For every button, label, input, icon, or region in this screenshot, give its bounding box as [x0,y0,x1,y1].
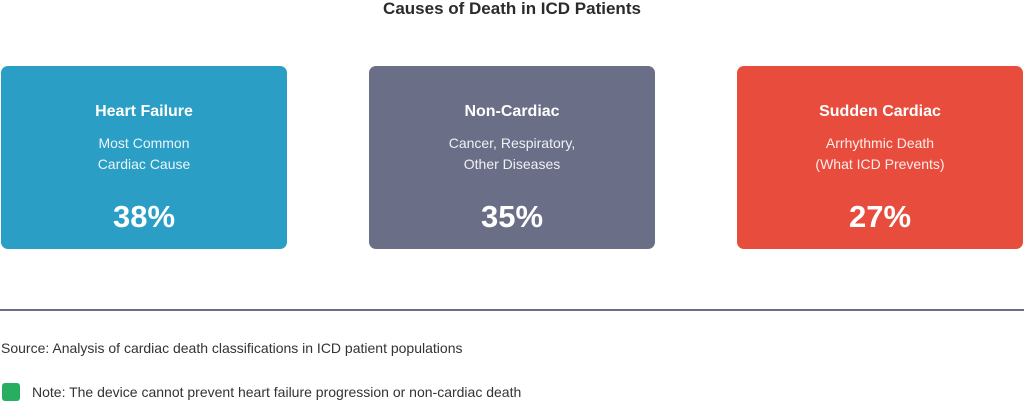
card-subtitle: Cancer, Respiratory, Other Diseases [369,133,655,175]
card-non-cardiac: Non-Cardiac Cancer, Respiratory, Other D… [369,66,655,249]
card-subtitle-line: Cancer, Respiratory, [448,135,576,151]
card-subtitle-line: (What ICD Prevents) [815,156,945,172]
card-heart-failure: Heart Failure Most Common Cardiac Cause … [1,66,287,249]
card-title: Sudden Cardiac [819,103,941,120]
card-subtitle-line: Cardiac Cause [97,156,191,172]
card-sudden-cardiac: Sudden Cardiac Arrhythmic Death (What IC… [737,66,1023,249]
note-text: Note: The device cannot prevent heart fa… [32,384,522,400]
card-percentage: 38% [112,199,176,234]
green-square-icon [2,383,20,401]
card-percentage: 27% [848,199,912,234]
card-subtitle: Arrhythmic Death (What ICD Prevents) [737,133,1023,175]
divider-line [0,309,1024,311]
card-subtitle-line: Most Common [98,135,190,151]
card-title: Non-Cardiac [464,103,560,120]
note: Note: The device cannot prevent heart fa… [2,382,521,402]
card-percentage: 35% [480,199,544,234]
card-title: Heart Failure [95,103,193,120]
card-subtitle-line: Other Diseases [463,156,561,172]
source-text: Source: Analysis of cardiac death classi… [1,340,463,356]
diagram-title: Causes of Death in ICD Patients [383,0,641,18]
card-subtitle-line: Arrhythmic Death [825,135,935,151]
card-subtitle: Most Common Cardiac Cause [1,133,287,175]
